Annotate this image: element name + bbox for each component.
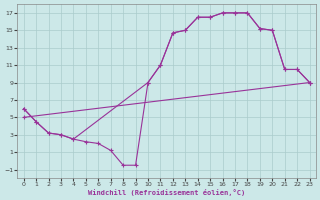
- X-axis label: Windchill (Refroidissement éolien,°C): Windchill (Refroidissement éolien,°C): [88, 189, 245, 196]
